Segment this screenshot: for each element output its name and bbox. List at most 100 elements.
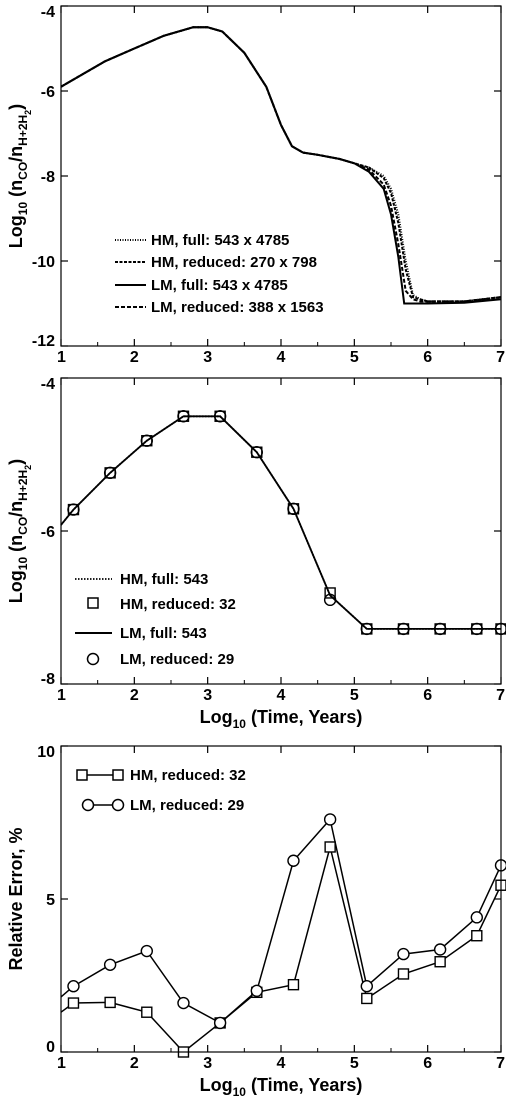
legend: HM, full: 543 HM, reduced: 32 LM, full: … [75,571,236,668]
y-tick-label: -8 [41,169,55,186]
ylabel-log: Log [6,215,26,248]
ylabel-log-subscript: 10 [16,202,30,216]
series-line [60,846,502,1054]
ylabel-h-subscript: H+2H [16,470,30,501]
data-point-circle [250,446,263,459]
data-point-circle [287,854,300,867]
data-point-square [471,930,483,942]
ylabel-close: ) [6,104,26,110]
data-point-circle [360,622,373,636]
x-tick-label: 4 [277,687,286,704]
data-point-square [361,992,373,1005]
y-tick-label: -4 [41,376,55,393]
x-tick-label: 2 [130,349,139,366]
legend: HM, reduced: 32 LM, reduced: 29 [76,767,246,814]
data-point-circle [103,466,117,480]
y-tick-label: 0 [46,1039,55,1056]
tick-group: 1 2 3 4 5 6 7 -12 -10 -8 -6 -4 [32,4,505,366]
plot-frame [60,5,502,347]
y-tick-label: -12 [32,333,55,350]
ylabel-slash: /n [6,501,26,517]
data-point-circle [213,410,227,423]
data-point-circle [360,980,373,993]
tick-group: 1 2 3 4 5 6 7 -8 -6 -4 [41,376,505,704]
y-axis-label: Log10 (nCO/nH+2H2) [6,459,33,603]
y-tick-label: -8 [41,671,55,688]
plot-frame [60,745,502,1053]
data-point-circle [103,958,117,971]
data-point-circle [470,911,483,924]
legend-swatch-lm-reduced [86,652,100,666]
ylabel-open: (n [6,180,26,202]
x-tick-label: 6 [423,349,432,366]
y-tick-label: 5 [46,892,55,909]
data-point-circle [67,503,80,516]
ylabel-co-subscript: CO [16,517,30,535]
legend-swatch-square [76,769,88,781]
x-tick-label: 4 [277,1055,286,1072]
data-point-circle [67,980,80,993]
chart-panel-top: 1 2 3 4 5 6 7-12-10-8-6-4 Log10 (nCO/nH+2H2) H… [6,4,505,366]
legend-label-hm-reduced: HM, reduced: 32 [130,767,246,784]
data-point-circle [287,502,300,516]
y-tick-label: -6 [41,524,55,541]
legend-label-lm-full: LM, full: 543 x 4785 [151,277,288,294]
data-point-square [324,841,336,853]
x-tick-label: 4 [277,349,286,366]
y-tick-label: -6 [41,84,55,101]
x-tick-label: 3 [203,687,212,704]
data-point-circle [140,944,154,958]
x-tick-label: 5 [350,349,359,366]
x-tick-label: 7 [496,349,505,366]
ylabel-co-subscript: CO [16,162,30,180]
data-point-square [104,996,116,1009]
x-tick-label: 1 [57,1055,66,1072]
data-point-circle [433,943,447,956]
y-tick-label: -10 [32,254,55,271]
xlabel-log-subscript: 10 [233,1085,247,1099]
x-tick-label: 6 [423,1055,432,1072]
data-point-square [67,997,80,1009]
xlabel-log: Log [200,1075,233,1095]
ylabel-h2-subscript: 2 [23,465,33,470]
ylabel-close: ) [6,459,26,465]
x-tick-label: 2 [130,687,139,704]
legend-label-hm-full: HM, full: 543 x 4785 [151,232,289,249]
legend-swatch-hm-reduced [87,597,99,609]
legend-label-lm-full: LM, full: 543 [120,625,207,642]
legend-swatch-circle [111,798,125,812]
xlabel-rest: (Time, Years) [246,1075,362,1095]
series-group [60,26,502,305]
xlabel-rest: (Time, Years) [246,707,362,727]
x-tick-label: 7 [496,1055,505,1072]
legend-label-lm-reduced: LM, reduced: 29 [120,651,234,668]
data-point-square [397,968,410,980]
x-axis-label: Log10 (Time, Years) [200,707,363,731]
data-point-circle [213,1016,227,1030]
x-tick-label: 6 [423,687,432,704]
x-tick-label: 1 [57,687,66,704]
xlabel-log: Log [200,707,233,727]
series-line [60,817,502,1024]
data-point-square [141,1006,153,1018]
data-point-circle [470,622,483,636]
ylabel-open: (n [6,535,26,557]
y-axis-label: Log10 (nCO/nH+2H2) [6,104,33,248]
legend-swatch-square [112,769,124,781]
data-point-circle [397,622,410,636]
data-point-circle [433,622,447,636]
x-tick-label: 3 [203,1055,212,1072]
data-point-square [287,978,300,991]
legend-swatch-circle [81,798,95,812]
x-tick-label: 5 [350,1055,359,1072]
data-point-circle [140,434,154,447]
legend-label-hm-reduced: HM, reduced: 270 x 798 [151,254,317,271]
legend-label-lm-reduced: LM, reduced: 29 [130,797,244,814]
legend-label-hm-reduced: HM, reduced: 32 [120,596,236,613]
x-tick-label: 1 [57,349,66,366]
tick-group: 1 2 3 4 5 6 7 0 5 10 [37,744,505,1072]
legend: HM, full: 543 x 4785 HM, reduced: 270 x … [115,232,324,316]
data-point-circle [323,593,337,607]
